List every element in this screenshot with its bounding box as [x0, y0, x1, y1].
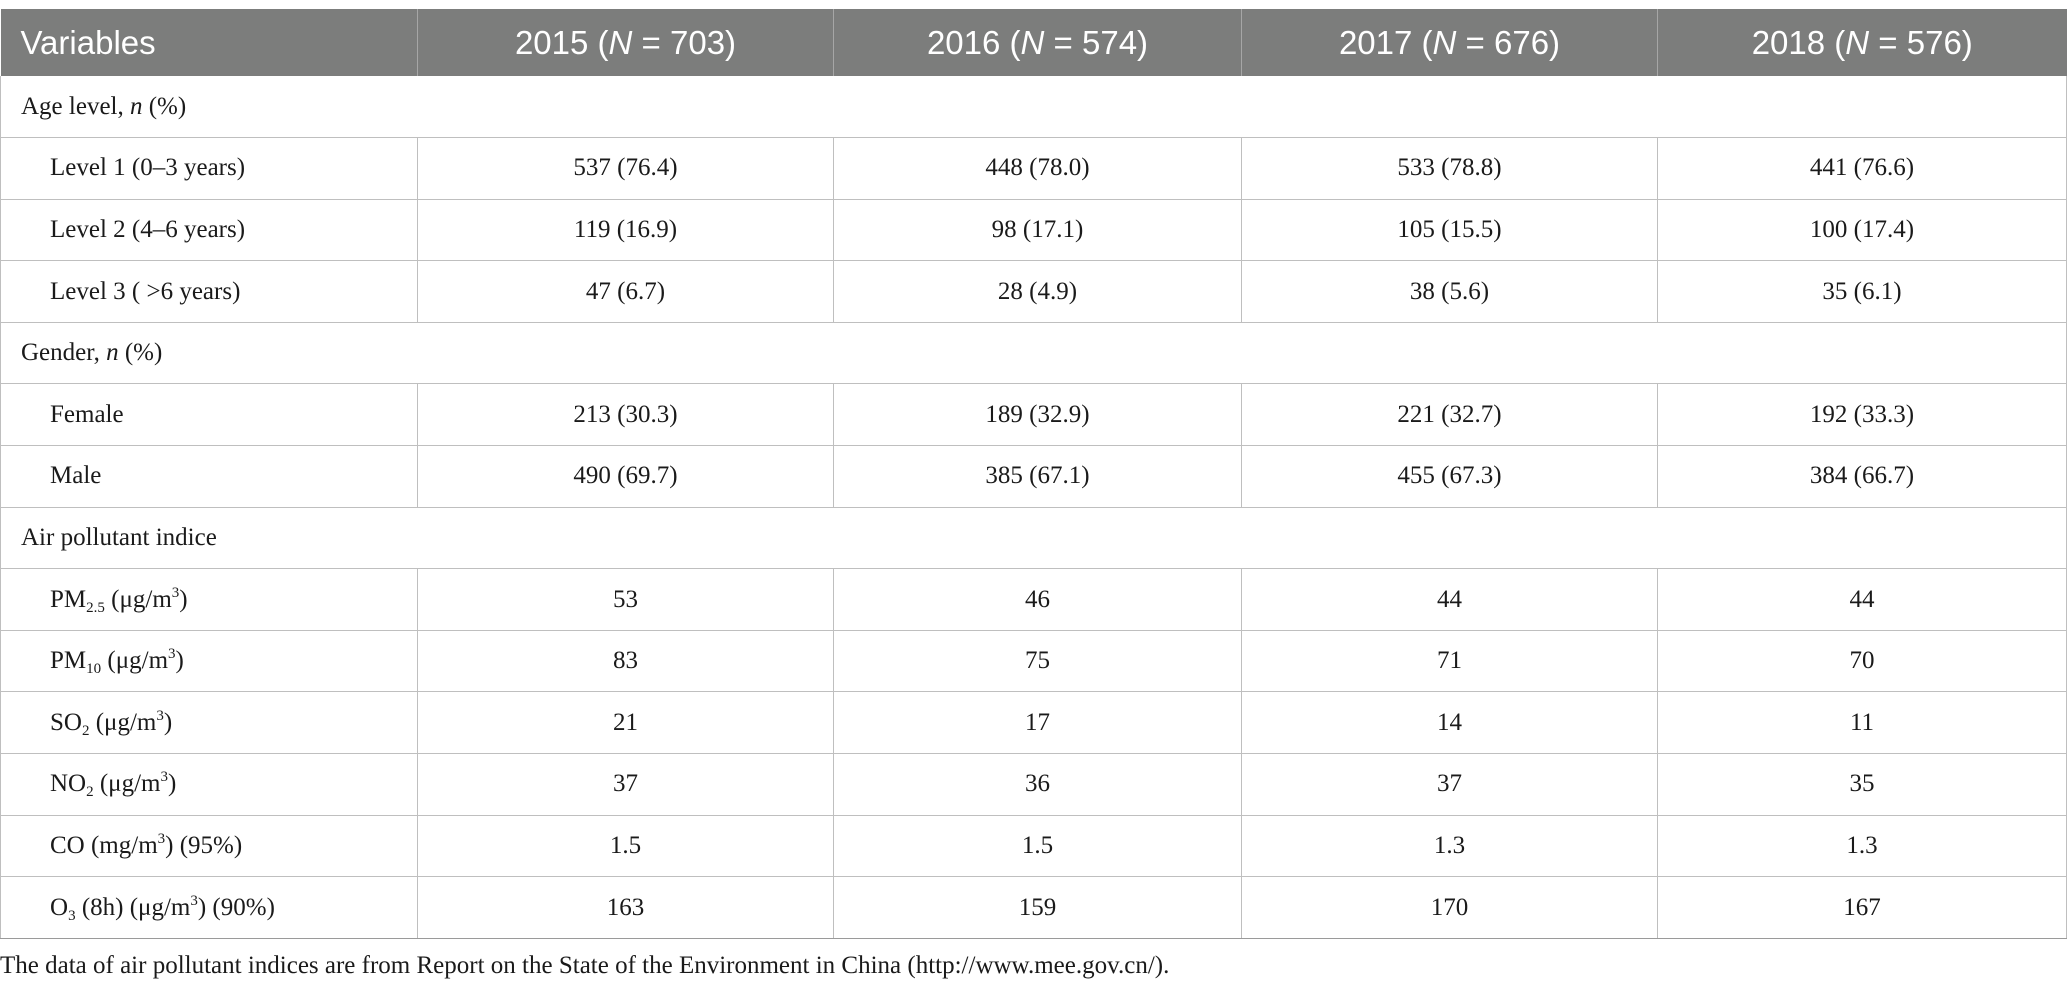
cell-value: 17	[833, 691, 1242, 755]
cell-value: 37	[417, 753, 834, 816]
cell-value: 100 (17.4)	[1657, 199, 2067, 262]
header-2018: 2018 (N = 576)	[1657, 9, 2067, 76]
data-table: Variables 2015 (N = 703) 2016 (N = 574) …	[0, 9, 2067, 939]
header-row: Variables 2015 (N = 703) 2016 (N = 574) …	[0, 9, 2067, 76]
header-variables: Variables	[0, 9, 418, 76]
cell-value: 170	[1241, 876, 1658, 939]
cell-value: 385 (67.1)	[833, 445, 1242, 508]
cell-value: 28 (4.9)	[833, 260, 1242, 323]
cell-value: 159	[833, 876, 1242, 939]
cell-value: 1.5	[417, 815, 834, 878]
table-row: PM2.5 (μg/m3) 53 46 44 44	[0, 568, 2067, 631]
cell-value: 167	[1657, 876, 2067, 939]
section-row-air: Air pollutant indice	[0, 507, 2067, 570]
cell-value: 1.3	[1241, 815, 1658, 878]
cell-value: 119 (16.9)	[417, 199, 834, 262]
row-label: Level 2 (4–6 years)	[0, 199, 418, 262]
cell-value: 192 (33.3)	[1657, 383, 2067, 447]
row-label: NO2 (μg/m3)	[0, 753, 418, 816]
cell-value: 38 (5.6)	[1241, 260, 1658, 323]
cell-value: 35	[1657, 753, 2067, 816]
cell-value: 21	[417, 691, 834, 755]
cell-value: 533 (78.8)	[1241, 137, 1658, 200]
row-label: Level 1 (0–3 years)	[0, 137, 418, 200]
cell-value: 448 (78.0)	[833, 137, 1242, 200]
table-row: Female 213 (30.3) 189 (32.9) 221 (32.7) …	[0, 383, 2067, 447]
cell-value: 75	[833, 630, 1242, 693]
cell-value: 163	[417, 876, 834, 939]
table-row: Level 2 (4–6 years) 119 (16.9) 98 (17.1)…	[0, 199, 2067, 262]
cell-value: 37	[1241, 753, 1658, 816]
cell-value: 441 (76.6)	[1657, 137, 2067, 200]
cell-value: 221 (32.7)	[1241, 383, 1658, 447]
cell-value: 105 (15.5)	[1241, 199, 1658, 262]
row-label: PM10 (μg/m3)	[0, 630, 418, 693]
cell-value: 98 (17.1)	[833, 199, 1242, 262]
cell-value: 490 (69.7)	[417, 445, 834, 508]
cell-value: 384 (66.7)	[1657, 445, 2067, 508]
row-label: CO (mg/m3) (95%)	[0, 815, 418, 878]
cell-value: 1.3	[1657, 815, 2067, 878]
cell-value: 213 (30.3)	[417, 383, 834, 447]
row-label: Level 3 ( >6 years)	[0, 260, 418, 323]
table-row: Level 1 (0–3 years) 537 (76.4) 448 (78.0…	[0, 137, 2067, 200]
cell-value: 455 (67.3)	[1241, 445, 1658, 508]
table-row: Level 3 ( >6 years) 47 (6.7) 28 (4.9) 38…	[0, 260, 2067, 323]
cell-value: 46	[833, 568, 1242, 631]
cell-value: 537 (76.4)	[417, 137, 834, 200]
cell-value: 14	[1241, 691, 1658, 755]
table-row: O3 (8h) (μg/m3) (90%) 163 159 170 167	[0, 876, 2067, 939]
section-label-gender: Gender, n (%)	[0, 322, 2067, 385]
table-footnote: The data of air pollutant indices are fr…	[0, 952, 1170, 979]
section-row-gender: Gender, n (%)	[0, 322, 2067, 385]
section-row-age: Age level, n (%)	[0, 76, 2067, 139]
row-label: Female	[0, 383, 418, 447]
cell-value: 1.5	[833, 815, 1242, 878]
table-row: CO (mg/m3) (95%) 1.5 1.5 1.3 1.3	[0, 815, 2067, 878]
header-2015: 2015 (N = 703)	[417, 9, 834, 76]
row-label: PM2.5 (μg/m3)	[0, 568, 418, 631]
table-row: Male 490 (69.7) 385 (67.1) 455 (67.3) 38…	[0, 445, 2067, 508]
cell-value: 83	[417, 630, 834, 693]
cell-value: 11	[1657, 691, 2067, 755]
cell-value: 44	[1241, 568, 1658, 631]
cell-value: 70	[1657, 630, 2067, 693]
table-row: SO2 (μg/m3) 21 17 14 11	[0, 691, 2067, 755]
row-label: Male	[0, 445, 418, 508]
header-2016: 2016 (N = 574)	[833, 9, 1242, 76]
section-label-age: Age level, n (%)	[0, 76, 2067, 139]
table-row: PM10 (μg/m3) 83 75 71 70	[0, 630, 2067, 693]
row-label: O3 (8h) (μg/m3) (90%)	[0, 876, 418, 939]
table-container: Variables 2015 (N = 703) 2016 (N = 574) …	[0, 9, 2067, 939]
cell-value: 44	[1657, 568, 2067, 631]
section-label-air: Air pollutant indice	[0, 507, 2067, 570]
cell-value: 36	[833, 753, 1242, 816]
cell-value: 53	[417, 568, 834, 631]
cell-value: 47 (6.7)	[417, 260, 834, 323]
table-row: NO2 (μg/m3) 37 36 37 35	[0, 753, 2067, 816]
cell-value: 35 (6.1)	[1657, 260, 2067, 323]
header-2017: 2017 (N = 676)	[1241, 9, 1658, 76]
cell-value: 189 (32.9)	[833, 383, 1242, 447]
cell-value: 71	[1241, 630, 1658, 693]
row-label: SO2 (μg/m3)	[0, 691, 418, 755]
